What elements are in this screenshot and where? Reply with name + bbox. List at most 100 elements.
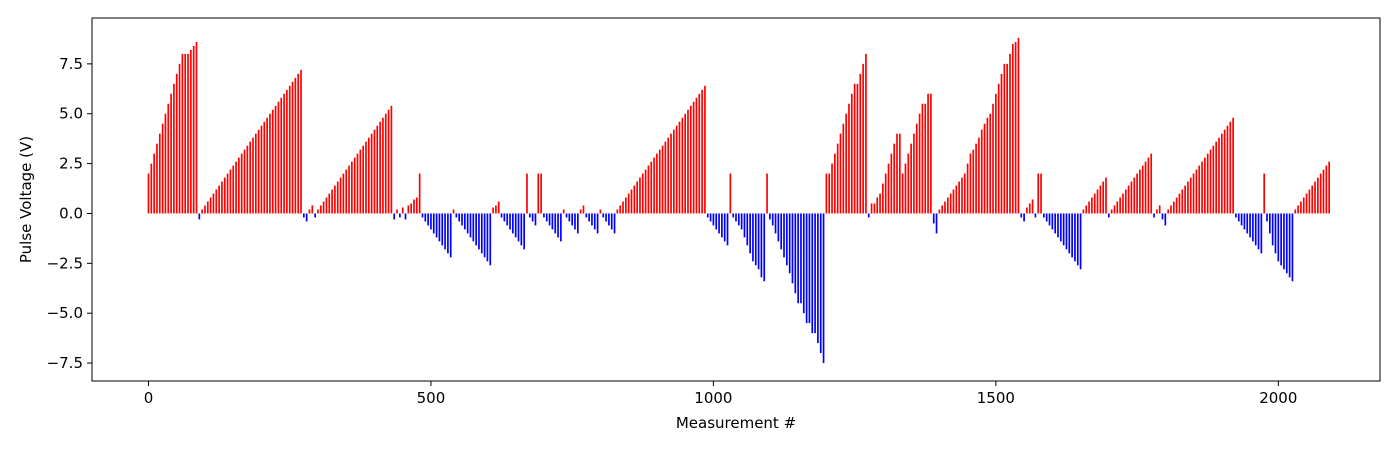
bar [173, 83, 175, 214]
y-tick-label: −5.0 [47, 304, 83, 322]
bar [924, 103, 927, 214]
bar [418, 173, 421, 214]
bar [1110, 209, 1113, 214]
bar [760, 213, 763, 278]
bar [653, 157, 655, 214]
bar [1139, 169, 1141, 214]
bar [831, 163, 833, 214]
bar [181, 53, 184, 214]
bar [204, 205, 206, 214]
bar [980, 129, 983, 214]
bar [517, 213, 520, 242]
bar [1209, 149, 1212, 214]
bar [249, 141, 252, 214]
x-axis-label: Measurement # [676, 414, 796, 432]
bar [893, 143, 896, 214]
bar [1328, 161, 1330, 214]
bar [300, 69, 302, 214]
bar [548, 213, 551, 226]
bar [1311, 185, 1314, 214]
bar [754, 213, 757, 266]
bar [317, 209, 319, 214]
bar [1059, 213, 1062, 242]
bar [1124, 189, 1127, 214]
bar [721, 213, 723, 238]
bar [732, 213, 735, 218]
bar [500, 213, 503, 218]
bar [523, 213, 525, 250]
x-tick-label: 0 [144, 389, 154, 407]
bar [195, 41, 198, 214]
plot-frame [91, 17, 1381, 382]
bar [568, 213, 571, 222]
bar [836, 143, 839, 214]
y-tick-label: −7.5 [47, 354, 83, 372]
bar [1158, 205, 1161, 214]
bar [1226, 125, 1229, 214]
bar [930, 93, 932, 214]
bar [630, 189, 633, 214]
bar [1102, 181, 1105, 214]
bar [218, 185, 220, 214]
bar [602, 213, 605, 218]
bar [949, 193, 952, 214]
bar [941, 205, 944, 214]
bar [1317, 177, 1319, 214]
bar [1144, 161, 1147, 214]
bar [461, 213, 463, 226]
bar [593, 213, 596, 230]
bar [1195, 169, 1198, 214]
bar [596, 213, 599, 234]
x-tick-label: 1000 [694, 389, 732, 407]
bar [650, 161, 653, 214]
bar [890, 153, 893, 214]
bar [1285, 213, 1288, 274]
bar [441, 213, 444, 246]
bar [1156, 209, 1158, 214]
bar [1057, 213, 1059, 238]
bar [178, 63, 181, 214]
bar [269, 113, 271, 214]
bar [706, 213, 709, 218]
bar [322, 201, 325, 214]
bar [636, 181, 638, 214]
bar [379, 121, 381, 214]
bar [825, 173, 828, 214]
bar [1119, 197, 1121, 214]
bar [497, 201, 500, 214]
bar [882, 183, 884, 214]
bar [814, 213, 816, 334]
bar [647, 165, 650, 214]
bar [373, 129, 376, 214]
bar [1051, 213, 1054, 230]
bar [1266, 213, 1268, 222]
bar [1048, 213, 1051, 226]
bar [749, 213, 751, 254]
bar [1150, 153, 1153, 214]
bar [992, 103, 994, 214]
bar [983, 123, 986, 214]
bar [201, 209, 203, 214]
bar [1127, 185, 1130, 214]
bar [763, 213, 766, 282]
bar [1283, 213, 1285, 270]
bar [757, 213, 760, 270]
bar [961, 177, 963, 214]
bar [839, 133, 842, 214]
bar [915, 123, 918, 214]
bar [913, 133, 915, 214]
bar [1277, 213, 1280, 262]
bar [280, 97, 283, 214]
bar [1300, 201, 1302, 214]
bar [1141, 165, 1144, 214]
x-tick-label: 1500 [977, 389, 1015, 407]
bar [1305, 193, 1308, 214]
bar [345, 169, 348, 214]
bar [1031, 199, 1034, 214]
bar [1325, 165, 1328, 214]
y-tick-label: −2.5 [47, 254, 83, 272]
bar [390, 105, 393, 214]
bar [401, 207, 404, 214]
bar [156, 143, 158, 214]
bar [701, 89, 703, 214]
